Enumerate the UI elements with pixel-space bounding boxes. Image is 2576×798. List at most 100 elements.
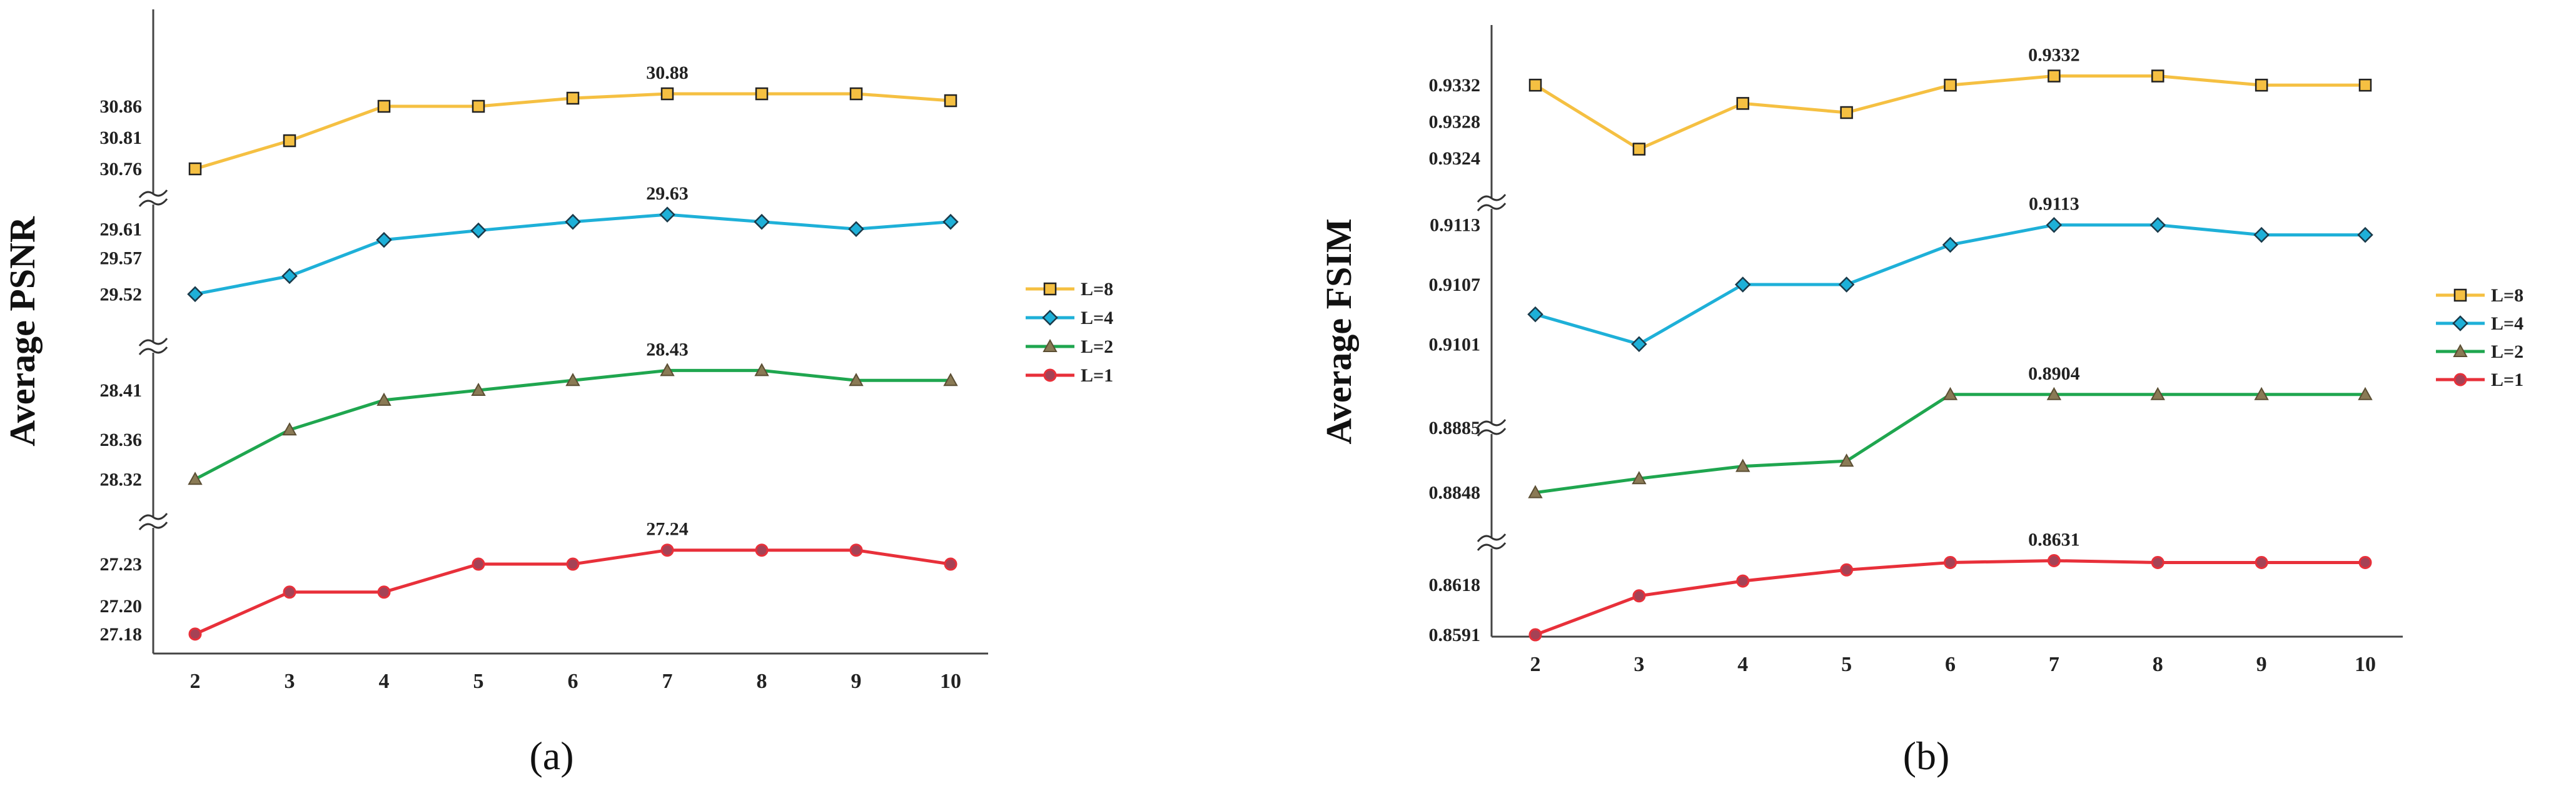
axis-break-mark xyxy=(1477,428,1507,437)
x-tick-label: 6 xyxy=(1945,653,1956,676)
data-point-marker xyxy=(1528,78,1542,92)
peak-value-label: 0.9332 xyxy=(2028,45,2080,66)
data-point-marker xyxy=(2253,226,2270,243)
data-point-marker xyxy=(565,373,580,386)
legend-marker xyxy=(2452,315,2468,331)
data-point-marker xyxy=(282,422,297,436)
data-point-marker xyxy=(2255,555,2268,569)
series-line-L=2 xyxy=(1535,393,2365,495)
series-line-L=2 xyxy=(194,368,951,481)
data-point-marker xyxy=(1632,471,1647,485)
x-tick-label: 7 xyxy=(2049,653,2059,676)
data-point-marker xyxy=(2149,216,2166,233)
peak-value-label: 27.24 xyxy=(646,519,689,540)
data-point-marker xyxy=(1944,78,1957,92)
y-tick-label: 28.41 xyxy=(100,380,143,401)
y-tick-label: 29.61 xyxy=(100,219,143,240)
data-point-marker xyxy=(1942,236,1959,253)
data-point-marker xyxy=(659,206,675,223)
peak-value-label: 0.8904 xyxy=(2028,363,2080,384)
data-point-marker xyxy=(1838,276,1855,293)
panel-label: (a) xyxy=(529,734,573,778)
legend-marker xyxy=(1043,338,1058,352)
axis-break-mark xyxy=(1477,542,1507,551)
data-point-marker xyxy=(1527,306,1543,323)
data-point-marker xyxy=(849,87,863,101)
data-point-marker xyxy=(1632,589,1646,603)
data-point-marker xyxy=(1632,143,1646,156)
data-point-marker xyxy=(1736,574,1750,588)
data-point-marker xyxy=(187,286,203,303)
axis-break-mark xyxy=(138,522,168,530)
data-point-marker xyxy=(283,134,296,148)
data-point-marker xyxy=(376,231,392,248)
data-point-marker xyxy=(660,363,675,376)
y-tick-label: 0.9328 xyxy=(1429,112,1481,133)
x-tick-label: 10 xyxy=(2355,653,2376,676)
legend-entry: L=2 xyxy=(2436,341,2523,362)
legend-label: L=1 xyxy=(2491,370,2523,390)
x-tick-label: 2 xyxy=(190,670,201,693)
y-tick-label: 0.8848 xyxy=(1429,483,1481,503)
data-point-marker xyxy=(1736,97,1749,110)
data-point-marker xyxy=(1734,276,1751,293)
data-point-marker xyxy=(470,222,487,239)
data-point-marker xyxy=(849,373,864,386)
data-point-marker xyxy=(755,87,769,101)
data-point-marker xyxy=(660,87,674,101)
axis-break-mark xyxy=(138,513,168,522)
legend-marker xyxy=(2453,343,2468,357)
data-point-marker xyxy=(1631,336,1647,353)
data-point-marker xyxy=(660,543,674,557)
data-point-marker xyxy=(566,557,580,571)
data-point-marker xyxy=(1840,563,1854,577)
data-point-marker xyxy=(1735,458,1750,472)
x-tick-label: 8 xyxy=(757,670,767,693)
data-point-marker xyxy=(2255,78,2268,92)
data-point-marker xyxy=(2358,555,2372,569)
x-tick-label: 5 xyxy=(1841,653,1852,676)
data-point-marker xyxy=(376,392,391,406)
panel-b-fsim-chart: 2 3 4 5 6 7 8 9 10 0.9332 0.9328 0.9324 0.9332 L=8 0.9… xyxy=(1318,25,2523,778)
data-point-marker xyxy=(2046,386,2062,400)
y-axis-title: Average PSNR xyxy=(2,216,43,447)
data-point-marker xyxy=(565,213,581,230)
axis-break-mark xyxy=(138,189,168,198)
data-point-marker xyxy=(2254,386,2269,400)
y-tick-label: 29.52 xyxy=(100,284,143,305)
panel-label: (b) xyxy=(1903,734,1950,778)
x-tick-label: 9 xyxy=(2256,653,2267,676)
legend-label: L=1 xyxy=(1081,365,1113,386)
data-point-marker xyxy=(283,585,296,599)
legend-marker xyxy=(1043,368,1057,382)
y-tick-label: 0.9107 xyxy=(1429,275,1481,295)
axis-break-mark xyxy=(138,346,168,355)
data-point-marker xyxy=(1528,485,1543,498)
axis-break-mark xyxy=(138,338,168,346)
legend-label: L=8 xyxy=(2491,285,2523,306)
y-tick-label: 0.9101 xyxy=(1429,334,1481,355)
data-point-marker xyxy=(848,221,864,238)
axis-break-mark xyxy=(1477,533,1507,542)
data-point-marker xyxy=(566,91,580,105)
data-point-marker xyxy=(755,543,769,557)
data-point-marker xyxy=(754,363,769,376)
data-point-marker xyxy=(1840,106,1853,119)
data-point-marker xyxy=(1528,628,1542,642)
y-tick-label: 27.20 xyxy=(100,596,143,617)
data-point-marker xyxy=(849,543,863,557)
data-point-marker xyxy=(281,268,298,285)
legend-entry: L=1 xyxy=(1026,365,1113,386)
data-point-marker xyxy=(1944,555,1957,569)
x-tick-label: 6 xyxy=(568,670,578,693)
peak-value-label: 29.63 xyxy=(646,183,689,204)
y-axis-title: Average FSIM xyxy=(1318,218,1359,444)
y-tick-label: 0.9332 xyxy=(1429,75,1481,96)
x-tick-label: 3 xyxy=(1634,653,1644,676)
data-point-marker xyxy=(754,213,770,230)
legend-label: L=2 xyxy=(1081,336,1113,357)
y-tick-label: 28.32 xyxy=(100,469,143,490)
legend-marker xyxy=(2453,288,2467,302)
legend-marker xyxy=(1042,310,1058,326)
